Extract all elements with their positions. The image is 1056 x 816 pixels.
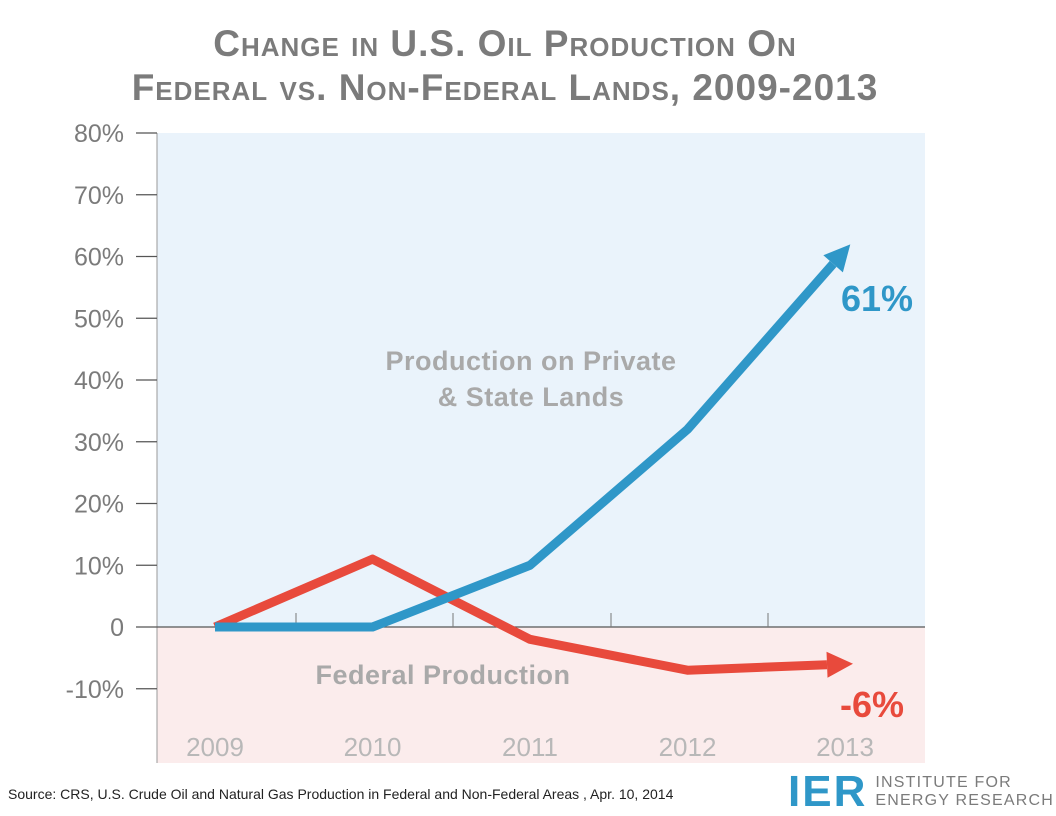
positive-region (157, 133, 925, 627)
federal-series-arrowhead (826, 651, 853, 678)
x-tick-label: 2010 (344, 732, 402, 762)
x-tick-label: 2012 (659, 732, 717, 762)
y-tick-label: 20% (74, 491, 124, 519)
logo-name-line-2: ENERGY RESEARCH (875, 792, 1054, 809)
region-label-private-line-1: Production on Private (385, 346, 676, 376)
y-tick-label: 30% (74, 429, 124, 457)
y-tick-label: 70% (74, 182, 124, 210)
y-tick-label: 0 (110, 614, 124, 642)
private-end-label: 61% (841, 278, 913, 319)
y-tick-label: 60% (74, 244, 124, 272)
region-label-private-line-2: & State Lands (438, 382, 625, 412)
negative-region (157, 627, 925, 763)
y-tick-label: -10% (66, 676, 124, 704)
x-tick-label: 2013 (816, 732, 874, 762)
chart-title-line-1: Change in U.S. Oil Production On (213, 23, 797, 64)
y-tick-label: 10% (74, 552, 124, 580)
logo-mark: IER (788, 767, 868, 816)
source-note: Source: CRS, U.S. Crude Oil and Natural … (8, 786, 674, 802)
private-series-arrowhead (823, 244, 851, 273)
logo-name-line-1: INSTITUTE FOR (875, 774, 1012, 791)
x-tick-label: 2011 (502, 732, 558, 762)
y-tick-label: 40% (74, 367, 124, 395)
y-tick-label: 80% (74, 120, 124, 148)
y-tick-label: 50% (74, 305, 124, 333)
chart-title-line-2: Federal vs. Non-Federal Lands, 2009-2013 (131, 67, 879, 108)
region-label-federal: Federal Production (315, 660, 570, 690)
federal-end-label: -6% (840, 684, 904, 725)
ier-logo: IER INSTITUTE FOR ENERGY RESEARCH (788, 770, 1054, 814)
chart-title: Change in U.S. Oil Production On Federal… (0, 22, 1010, 110)
logo-name: INSTITUTE FOR ENERGY RESEARCH (875, 774, 1054, 810)
x-tick-label: 2009 (186, 732, 244, 762)
